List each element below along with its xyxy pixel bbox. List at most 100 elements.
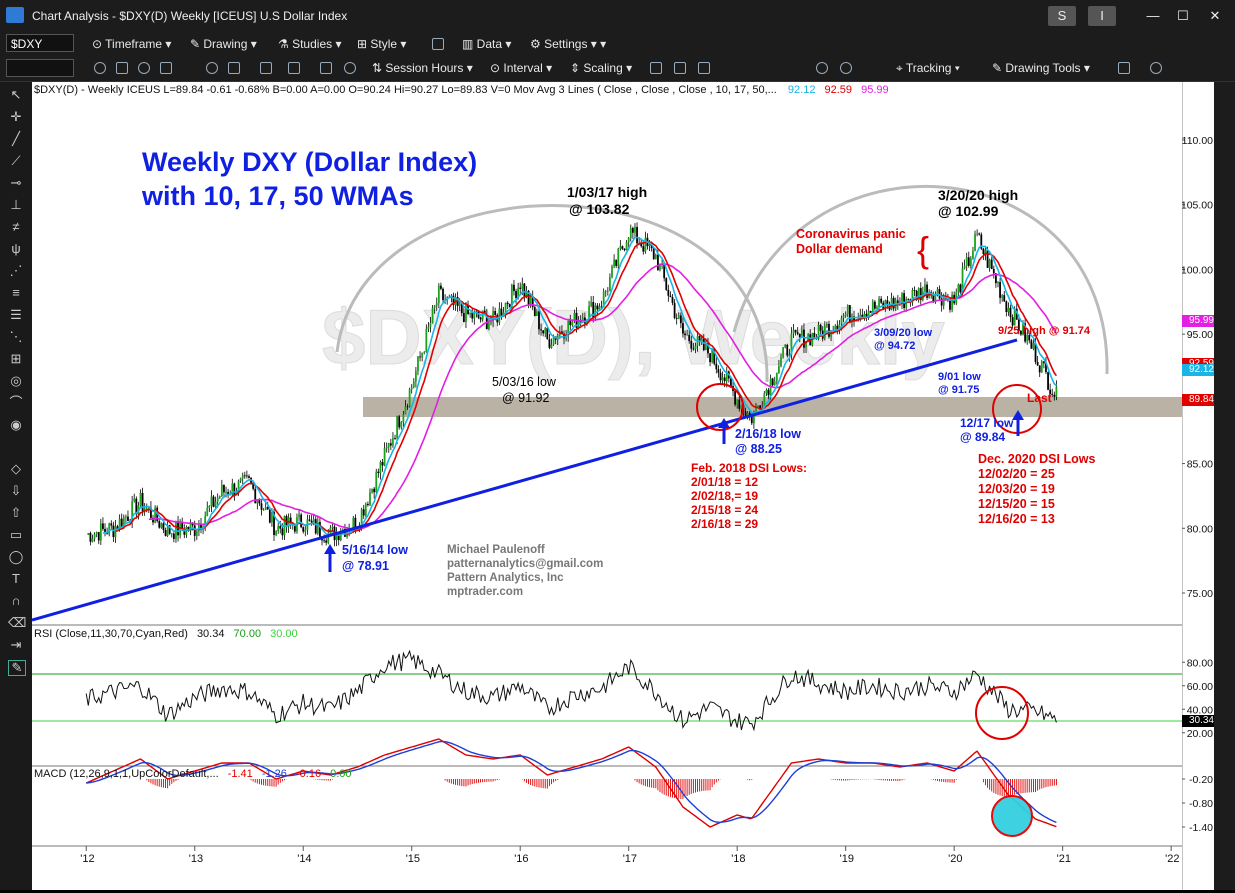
fib-extension-icon[interactable]: ☰ [10,307,22,322]
arc-icon[interactable]: ⌒ [9,395,23,410]
symbol-input[interactable]: $DXY [6,34,74,52]
marker-icon[interactable] [260,62,272,74]
candle-body [469,312,472,315]
candle-body [458,303,461,306]
interval-select[interactable] [6,59,74,77]
trendline-icon[interactable]: ╱ [12,131,20,146]
candle-body [396,416,399,439]
spiral-icon[interactable]: ◉ [10,417,22,432]
candle-body [744,411,747,416]
candle-body [371,488,373,493]
candle-body [976,233,979,235]
eye-icon[interactable] [344,62,356,74]
chat-icon[interactable] [1150,62,1162,74]
andrews-pitchfork-icon[interactable]: ψ [11,241,21,256]
candle-body [671,297,674,303]
shape-icon[interactable]: ◇ [11,461,21,476]
style-menu[interactable]: ⊞ Style ▾ [357,37,407,51]
candle-body [826,323,828,326]
speed-lines-icon[interactable]: ⋱ [9,329,23,344]
candle-body [225,491,227,493]
drawing-tools-menu[interactable]: ✎ Drawing Tools ▾ [992,61,1090,75]
chart-area[interactable]: $DXY(D), Weekly { Weekly DXY (Dollar Ind… [31,82,1207,890]
layers-icon[interactable] [160,62,172,74]
fibonacci-icon[interactable]: ≡ [12,285,20,300]
s-button[interactable]: S [1048,6,1076,26]
candle-body [1055,386,1058,397]
lock-icon[interactable]: ✎ [8,660,26,676]
text-icon[interactable]: T [12,571,20,586]
candle-body [669,295,672,298]
minimize-button[interactable]: — [1146,8,1160,23]
arrow-2014 [324,544,336,572]
scaling-menu[interactable]: ⇕ Scaling ▾ [570,61,633,75]
ray-icon[interactable]: ⟋ [11,153,21,168]
grid-icon[interactable] [116,62,128,74]
candle-body [542,330,545,334]
channel-icon[interactable]: ≠ [12,219,20,234]
arrow-down-icon[interactable]: ⇩ [10,483,22,498]
crosshair-icon[interactable]: ✛ [10,109,22,124]
interval-menu[interactable]: ⊙ Interval ▾ [490,61,553,75]
candle-body [304,529,307,532]
bar-icon[interactable] [650,62,662,74]
candle-body [108,523,111,535]
zoom-in-icon[interactable] [816,62,828,74]
candle-body [266,507,269,510]
arrow-up-icon[interactable]: ⇧ [10,505,22,520]
candle-body [752,411,755,424]
cycle-icon[interactable]: ⊞ [10,351,22,366]
studies-menu[interactable]: ⚗ Studies ▾ [278,37,342,51]
close-button[interactable]: ✕ [1209,8,1221,23]
ohlc-icon[interactable] [698,62,710,74]
i-button[interactable]: I [1088,6,1116,26]
candle-body [141,492,144,512]
main-title-line1: Weekly DXY (Dollar Index) [142,147,477,177]
maximize-button[interactable]: ☐ [1177,8,1189,23]
data-menu[interactable]: ▥ Data ▾ [462,37,512,51]
pointer-icon[interactable]: ↖ [10,87,22,102]
price-axis[interactable]: 110.00105.00100.0095.0090.0085.0080.0075… [1181,82,1214,890]
candle-body [650,244,653,249]
candle-body [227,491,230,495]
ellipse-icon[interactable]: ◯ [8,549,24,564]
refresh-icon[interactable] [94,62,106,74]
link-icon[interactable] [432,38,444,50]
settings-menu[interactable]: ⚙ Settings ▾ ▾ [530,37,607,51]
scaling-icon: ⇕ [570,61,584,75]
gann-fan-icon[interactable]: ⋰ [9,263,23,278]
target-icon[interactable] [206,62,218,74]
regression-icon[interactable]: ◎ [10,373,22,388]
candle-body [1040,361,1043,373]
year-label: '22 [1165,853,1179,865]
dollar-icon[interactable] [288,62,300,74]
expand-icon[interactable]: ⇥ [10,637,22,652]
horizontal-line-icon[interactable]: ⊸ [10,175,22,190]
candle-body [408,389,411,407]
right-scrollbar[interactable] [1214,82,1235,890]
tools-icon[interactable] [320,62,332,74]
zoom-out-icon[interactable] [840,62,852,74]
candle-body [959,284,962,293]
tracking-menu[interactable]: ⌖ Tracking ▾ [896,61,960,75]
candle-body [273,511,275,536]
rectangle-icon[interactable]: ▭ [9,527,23,542]
timeframe-menu[interactable]: ⊙ Timeframe ▾ [92,37,172,51]
vertical-line-icon[interactable]: ⊥ [10,197,22,212]
candle-body [233,483,236,496]
magnet-icon[interactable]: ∩ [11,593,21,608]
clock-icon[interactable] [138,62,150,74]
candle-body [440,285,442,289]
eraser-icon[interactable]: ⌫ [8,615,27,630]
session-hours-menu[interactable]: ⇅ Session Hours ▾ [372,61,473,75]
candle-body [686,334,689,336]
export-icon[interactable] [1118,62,1130,74]
drawing-menu[interactable]: ✎ Drawing ▾ [190,37,257,51]
candle-body [260,503,263,510]
candle-body [120,518,123,528]
candle-icon[interactable] [674,62,686,74]
chart-icon[interactable] [228,62,240,74]
candle-body [271,511,273,523]
candle-body [936,289,939,294]
candle-body [508,304,511,308]
